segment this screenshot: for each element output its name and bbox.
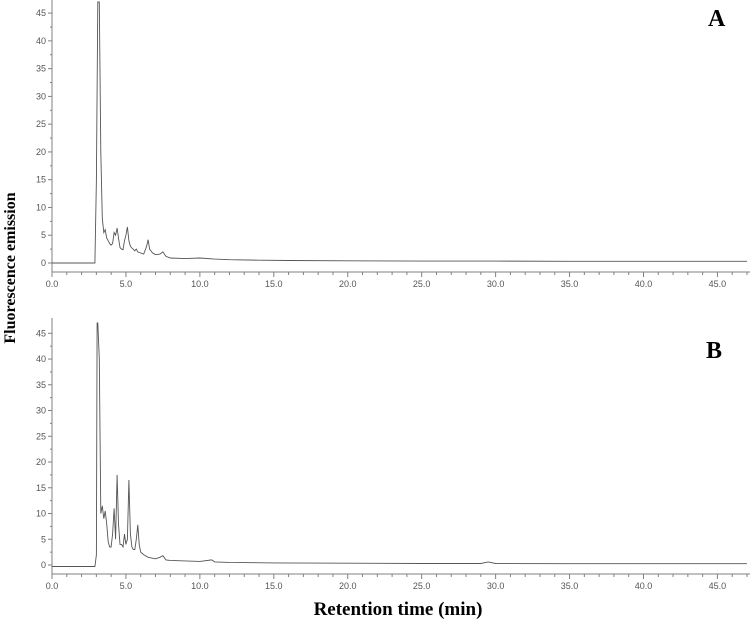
panel-b-x-tick-label: 0.0 — [46, 581, 59, 591]
panel-b-x-tick-label: 20.0 — [339, 581, 357, 591]
panel-a-letter: A — [708, 6, 726, 32]
panel-a-x-tick-label: 30.0 — [487, 279, 505, 289]
panel-b-trace — [52, 322, 747, 567]
panel-b-y-tick-label: 10 — [36, 509, 46, 519]
panel-a-x-tick-label: 35.0 — [561, 279, 579, 289]
panel-a-x-tick-label: 45.0 — [709, 279, 727, 289]
panel-b-x-tick-label: 45.0 — [709, 581, 727, 591]
panel-b-y-tick-label: 25 — [36, 431, 46, 441]
panel-a-y-tick-label: 5 — [41, 230, 46, 240]
panel-a-x-tick-label: 0.0 — [46, 279, 59, 289]
panel-b-x-tick-label: 25.0 — [413, 581, 431, 591]
panel-a-x-tick-label: 20.0 — [339, 279, 357, 289]
panel-a-y-tick-label: 45 — [36, 8, 46, 18]
panel-a-y-tick-label: 35 — [36, 64, 46, 74]
panel-b-y-tick-label: 15 — [36, 483, 46, 493]
panel-a-y-tick-label: 40 — [36, 36, 46, 46]
x-axis-title: Retention time (min) — [314, 599, 483, 620]
panel-b-y-tick-label: 30 — [36, 406, 46, 416]
panel-b: 0 5 10 15 20 25 30 35 40 45 0.0 5.0 10.0 15.0 20.0 25.0… — [36, 318, 750, 591]
panel-b-y-tick-label: 45 — [36, 328, 46, 338]
panel-b-x-tick-label: 10.0 — [191, 581, 209, 591]
panel-b-ticks: 0 5 10 15 20 25 30 35 40 45 0.0 5.0 10.0 15.0 20.0 25.0… — [36, 328, 748, 591]
panel-a: 0 5 10 15 20 25 30 35 40 45 0.0 5.0 10.0 15.0 20.0 25.0… — [36, 0, 750, 289]
panel-b-y-tick-label: 40 — [36, 354, 46, 364]
panel-a-y-tick-label: 0 — [41, 258, 46, 268]
panel-b-x-tick-label: 30.0 — [487, 581, 505, 591]
panel-a-x-tick-label: 5.0 — [120, 279, 133, 289]
panel-a-ticks: 0 5 10 15 20 25 30 35 40 45 0.0 5.0 10.0 15.0 20.0 25.0… — [36, 8, 748, 289]
panel-a-trace — [52, 1, 747, 264]
y-axis-title: Fluorescence emission — [2, 192, 19, 343]
panel-b-x-tick-label: 5.0 — [120, 581, 133, 591]
panel-a-x-tick-label: 15.0 — [265, 279, 283, 289]
panel-a-y-tick-label: 10 — [36, 202, 46, 212]
panel-a-y-tick-label: 20 — [36, 147, 46, 157]
panel-a-y-tick-label: 30 — [36, 91, 46, 101]
panel-b-y-tick-label: 0 — [41, 560, 46, 570]
panel-b-x-tick-label: 35.0 — [561, 581, 579, 591]
panel-b-y-tick-label: 35 — [36, 380, 46, 390]
panel-a-x-tick-label: 40.0 — [635, 279, 653, 289]
panel-a-y-tick-label: 15 — [36, 175, 46, 185]
panel-a-y-tick-label: 25 — [36, 119, 46, 129]
panel-a-x-tick-label: 25.0 — [413, 279, 431, 289]
panel-b-y-tick-label: 5 — [41, 534, 46, 544]
panel-b-y-tick-label: 20 — [36, 457, 46, 467]
panel-b-x-tick-label: 40.0 — [635, 581, 653, 591]
panel-a-x-tick-label: 10.0 — [191, 279, 209, 289]
panel-b-x-tick-label: 15.0 — [265, 581, 283, 591]
panel-b-letter: B — [706, 338, 722, 364]
